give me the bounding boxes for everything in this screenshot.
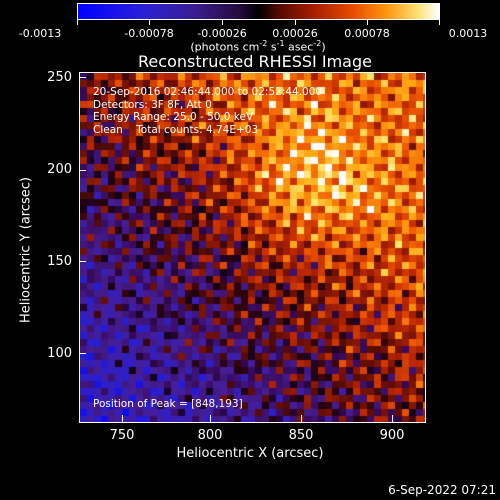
x-tick <box>122 415 123 422</box>
observation-info: 20-Sep-2016 02:46:44.000 to 02:52:44.000… <box>93 86 322 136</box>
x-tick <box>392 415 393 422</box>
x-axis-label: Heliocentric X (arcsec) <box>176 446 324 461</box>
info-time: 20-Sep-2016 02:46:44.000 to 02:52:44.000 <box>93 86 323 98</box>
info-energy: Energy Range: 25.0 - 50.0 keV <box>93 111 254 123</box>
y-tick-label: 100 <box>47 346 72 361</box>
chart-title: Reconstructed RHESSI Image <box>138 52 372 71</box>
y-tick-label: 150 <box>47 254 72 269</box>
image-plot <box>79 72 426 423</box>
y-tick <box>79 261 86 262</box>
colorbar-tick-label: -0.00026 <box>197 27 247 40</box>
colorbar-tick-label: 0.00078 <box>344 27 390 40</box>
info-detectors: Detectors: 3F 8F, Att 0 <box>93 98 212 111</box>
render-timestamp: 6-Sep-2022 07:21 <box>388 483 496 497</box>
x-tick <box>301 415 302 422</box>
x-tick-label: 750 <box>109 428 135 443</box>
colorbar-tick <box>222 20 223 25</box>
y-tick-label: 200 <box>47 162 72 177</box>
y-axis-label: Heliocentric Y (arcsec) <box>18 177 34 323</box>
colorbar-tick-label: -0.0013 <box>18 27 62 40</box>
colorbar-tick-label: 0.00026 <box>272 27 318 40</box>
y-tick <box>79 170 86 171</box>
y-tick <box>79 353 86 354</box>
x-tick-label: 850 <box>288 428 314 443</box>
colorbar-tick <box>295 20 296 25</box>
x-tick <box>210 415 211 422</box>
colorbar-tick <box>77 20 78 25</box>
colorbar-units: (photons cm-2 s-1 asec-2) <box>190 39 326 54</box>
x-tick-label: 800 <box>197 428 223 443</box>
y-tick <box>79 77 86 78</box>
colorbar <box>77 3 440 20</box>
heatmap-canvas <box>80 73 425 422</box>
colorbar-tick-label: 0.0013 <box>448 27 488 40</box>
colorbar-tick <box>367 20 368 25</box>
y-tick-label: 250 <box>47 70 72 85</box>
peak-position: Position of Peak = [848,193] <box>93 398 243 410</box>
colorbar-tick <box>439 20 440 25</box>
x-tick-label: 900 <box>379 428 405 443</box>
info-method: Clean Total counts: 4.74E+03 <box>93 123 259 136</box>
colorbar-tick <box>149 20 150 25</box>
colorbar-tick-label: -0.00078 <box>124 27 174 40</box>
